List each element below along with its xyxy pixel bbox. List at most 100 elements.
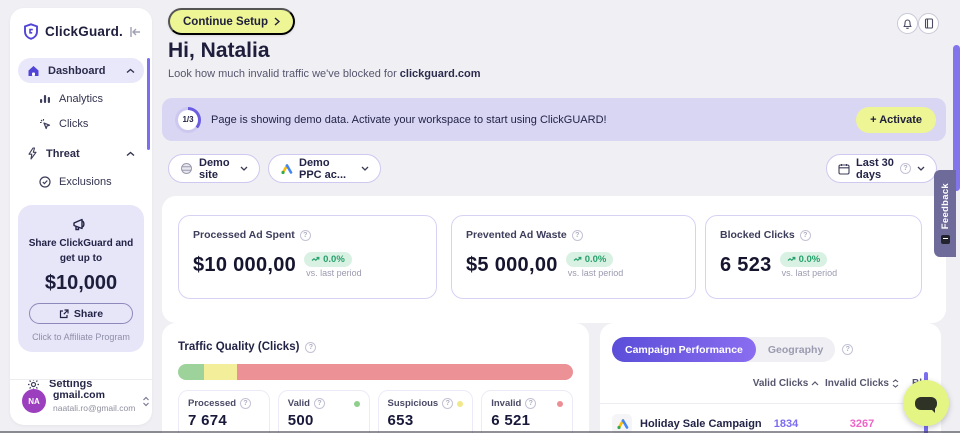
feedback-icon	[940, 234, 950, 244]
bar-segment-suspicious	[203, 364, 238, 380]
valid-clicks-value[interactable]: 1834	[773, 418, 799, 430]
sidebar-item-exclusions[interactable]: Exclusions	[18, 170, 144, 193]
stat-title-row: Blocked Clicks ?	[720, 229, 907, 241]
tq-card-suspicious: Suspicious ? 653 +0.00%	[377, 390, 474, 433]
column-invalid-clicks[interactable]: Invalid Clicks	[812, 378, 912, 389]
sidebar-scrollbar[interactable]	[147, 58, 150, 150]
campaign-help-icon[interactable]: ?	[842, 344, 854, 355]
campaign-name: Holiday Sale Campaign	[640, 418, 762, 430]
bar-segment-valid	[178, 364, 204, 380]
sidebar-item-label: Dashboard	[48, 64, 106, 77]
logo-text: ClickGuard.	[45, 24, 123, 39]
stat-card-processed-ad-spent: Processed Ad Spent ? $10 000,00 0.0% vs.…	[178, 215, 437, 299]
stat-help-icon[interactable]: ?	[799, 229, 811, 241]
page-scrollbar[interactable]	[953, 45, 960, 191]
ppc-account-dropdown[interactable]: Demo PPC ac...	[268, 154, 381, 183]
clickguard-shield-icon	[23, 23, 39, 40]
sidebar-collapse-icon[interactable]	[129, 26, 142, 38]
stat-title: Prevented Ad Waste	[466, 229, 567, 241]
google-ads-icon	[612, 414, 632, 433]
tab-campaign-performance[interactable]: Campaign Performance	[612, 337, 756, 362]
date-range-value: Last 30 days	[856, 156, 894, 181]
traffic-quality-panel: Traffic Quality (Clicks) ? Processed ? 7…	[162, 323, 589, 433]
column-label: Valid Clicks	[752, 378, 809, 389]
bar-segment-invalid	[237, 364, 573, 380]
sidebar-item-clicks[interactable]: Clicks	[18, 112, 144, 135]
docs-book-button[interactable]	[918, 13, 939, 34]
sort-both-icon	[892, 379, 899, 388]
notifications-bell-button[interactable]	[897, 13, 918, 34]
vs-last-period: vs. last period	[306, 268, 362, 278]
chat-launcher-button[interactable]	[903, 380, 949, 426]
suspicious-dot	[457, 400, 464, 407]
stat-card-prevented-ad-waste: Prevented Ad Waste ? $5 000,00 0.0% vs. …	[451, 215, 696, 299]
subtitle-domain: clickguard.com	[399, 68, 481, 80]
stat-help-icon[interactable]: ?	[571, 229, 583, 241]
affiliate-link-text[interactable]: Click to Affiliate Program	[32, 332, 130, 342]
stat-help-icon[interactable]: ?	[299, 229, 311, 241]
banner-message: Page is showing demo data. Activate your…	[211, 113, 607, 126]
tq-card-invalid: Invalid ? 6 521 +0.00%	[481, 390, 573, 433]
chevron-up-icon	[126, 68, 135, 74]
tq-value: 7 674	[188, 412, 228, 429]
stats-panel: Processed Ad Spent ? $10 000,00 0.0% vs.…	[162, 196, 946, 323]
tq-help-icon[interactable]: ?	[240, 398, 252, 409]
home-icon	[27, 65, 40, 77]
globe-icon	[180, 162, 193, 175]
account-email: naatali.ro@gmail.com	[53, 402, 136, 413]
tq-label: Invalid	[491, 398, 522, 409]
invalid-clicks-value[interactable]: 3267	[849, 418, 875, 430]
affiliate-promo-card[interactable]: Share ClickGuard and get up to $10,000 S…	[18, 205, 144, 352]
table-divider	[600, 403, 941, 404]
chevron-right-icon	[274, 17, 280, 26]
chat-bubble-icon	[915, 396, 937, 413]
external-link-icon	[59, 308, 69, 319]
campaign-table-header: Valid Clicks Invalid Clicks Bl	[600, 378, 941, 398]
avatar: NA	[22, 389, 46, 413]
column-valid-clicks[interactable]: Valid Clicks	[736, 378, 836, 389]
tq-help-icon[interactable]: ?	[313, 398, 325, 409]
promo-text-line2: get up to	[59, 252, 103, 264]
tq-value: 6 521	[491, 412, 531, 429]
tq-card-processed: Processed ? 7 674 +0.00%	[178, 390, 270, 433]
share-button[interactable]: Share	[29, 303, 133, 324]
stat-card-blocked-clicks: Blocked Clicks ? 6 523 0.0% vs. last per…	[705, 215, 922, 299]
tq-help-icon[interactable]: ?	[442, 398, 454, 409]
activate-button[interactable]: + Activate	[856, 106, 936, 133]
sidebar-item-settings[interactable]: Settings	[18, 372, 144, 396]
trend-value: 0.0%	[323, 254, 345, 265]
continue-setup-button[interactable]: Continue Setup	[168, 8, 295, 35]
sidebar-item-analytics[interactable]: Analytics	[18, 87, 144, 110]
tq-label: Processed	[188, 398, 237, 409]
sidebar-nav: Dashboard Analytics Clicks	[10, 58, 152, 193]
date-range-dropdown[interactable]: Last 30 days ?	[826, 154, 937, 183]
sidebar-item-dashboard[interactable]: Dashboard	[18, 58, 144, 83]
tq-card-valid: Valid ? 500 +0.00%	[277, 390, 370, 433]
trend-up-icon	[311, 256, 320, 261]
stat-value: $10 000,00	[193, 254, 297, 276]
trend-badge: 0.0%	[304, 252, 352, 267]
cursor-click-icon	[39, 118, 51, 130]
vs-last-period: vs. last period	[781, 268, 838, 278]
site-filter-dropdown[interactable]: Demo site	[168, 154, 260, 183]
invalid-dot	[556, 400, 563, 407]
tq-value: 500	[287, 412, 314, 429]
ppc-account-value: Demo PPC ac...	[299, 156, 347, 181]
tq-help-icon[interactable]: ?	[525, 398, 537, 409]
table-row[interactable]: Holiday Sale Campaign 1834 3267	[600, 404, 941, 433]
chevron-up-icon	[126, 151, 135, 157]
traffic-quality-help-icon[interactable]: ?	[305, 341, 317, 353]
feedback-tab[interactable]: Feedback	[934, 170, 956, 257]
account-name: gmail.com	[53, 389, 105, 402]
promo-text-line1: Share ClickGuard and	[28, 238, 134, 249]
feedback-label: Feedback	[939, 183, 951, 230]
sidebar-item-threat[interactable]: Threat	[18, 141, 144, 166]
chevron-down-icon	[917, 166, 925, 171]
vs-last-period: vs. last period	[567, 268, 624, 278]
account-switcher[interactable]: NA gmail.com naatali.ro@gmail.com	[10, 379, 152, 421]
tab-geography[interactable]: Geography	[767, 343, 824, 356]
bell-icon	[902, 18, 913, 30]
megaphone-icon	[72, 217, 90, 232]
sidebar-item-label: Clicks	[59, 117, 89, 130]
